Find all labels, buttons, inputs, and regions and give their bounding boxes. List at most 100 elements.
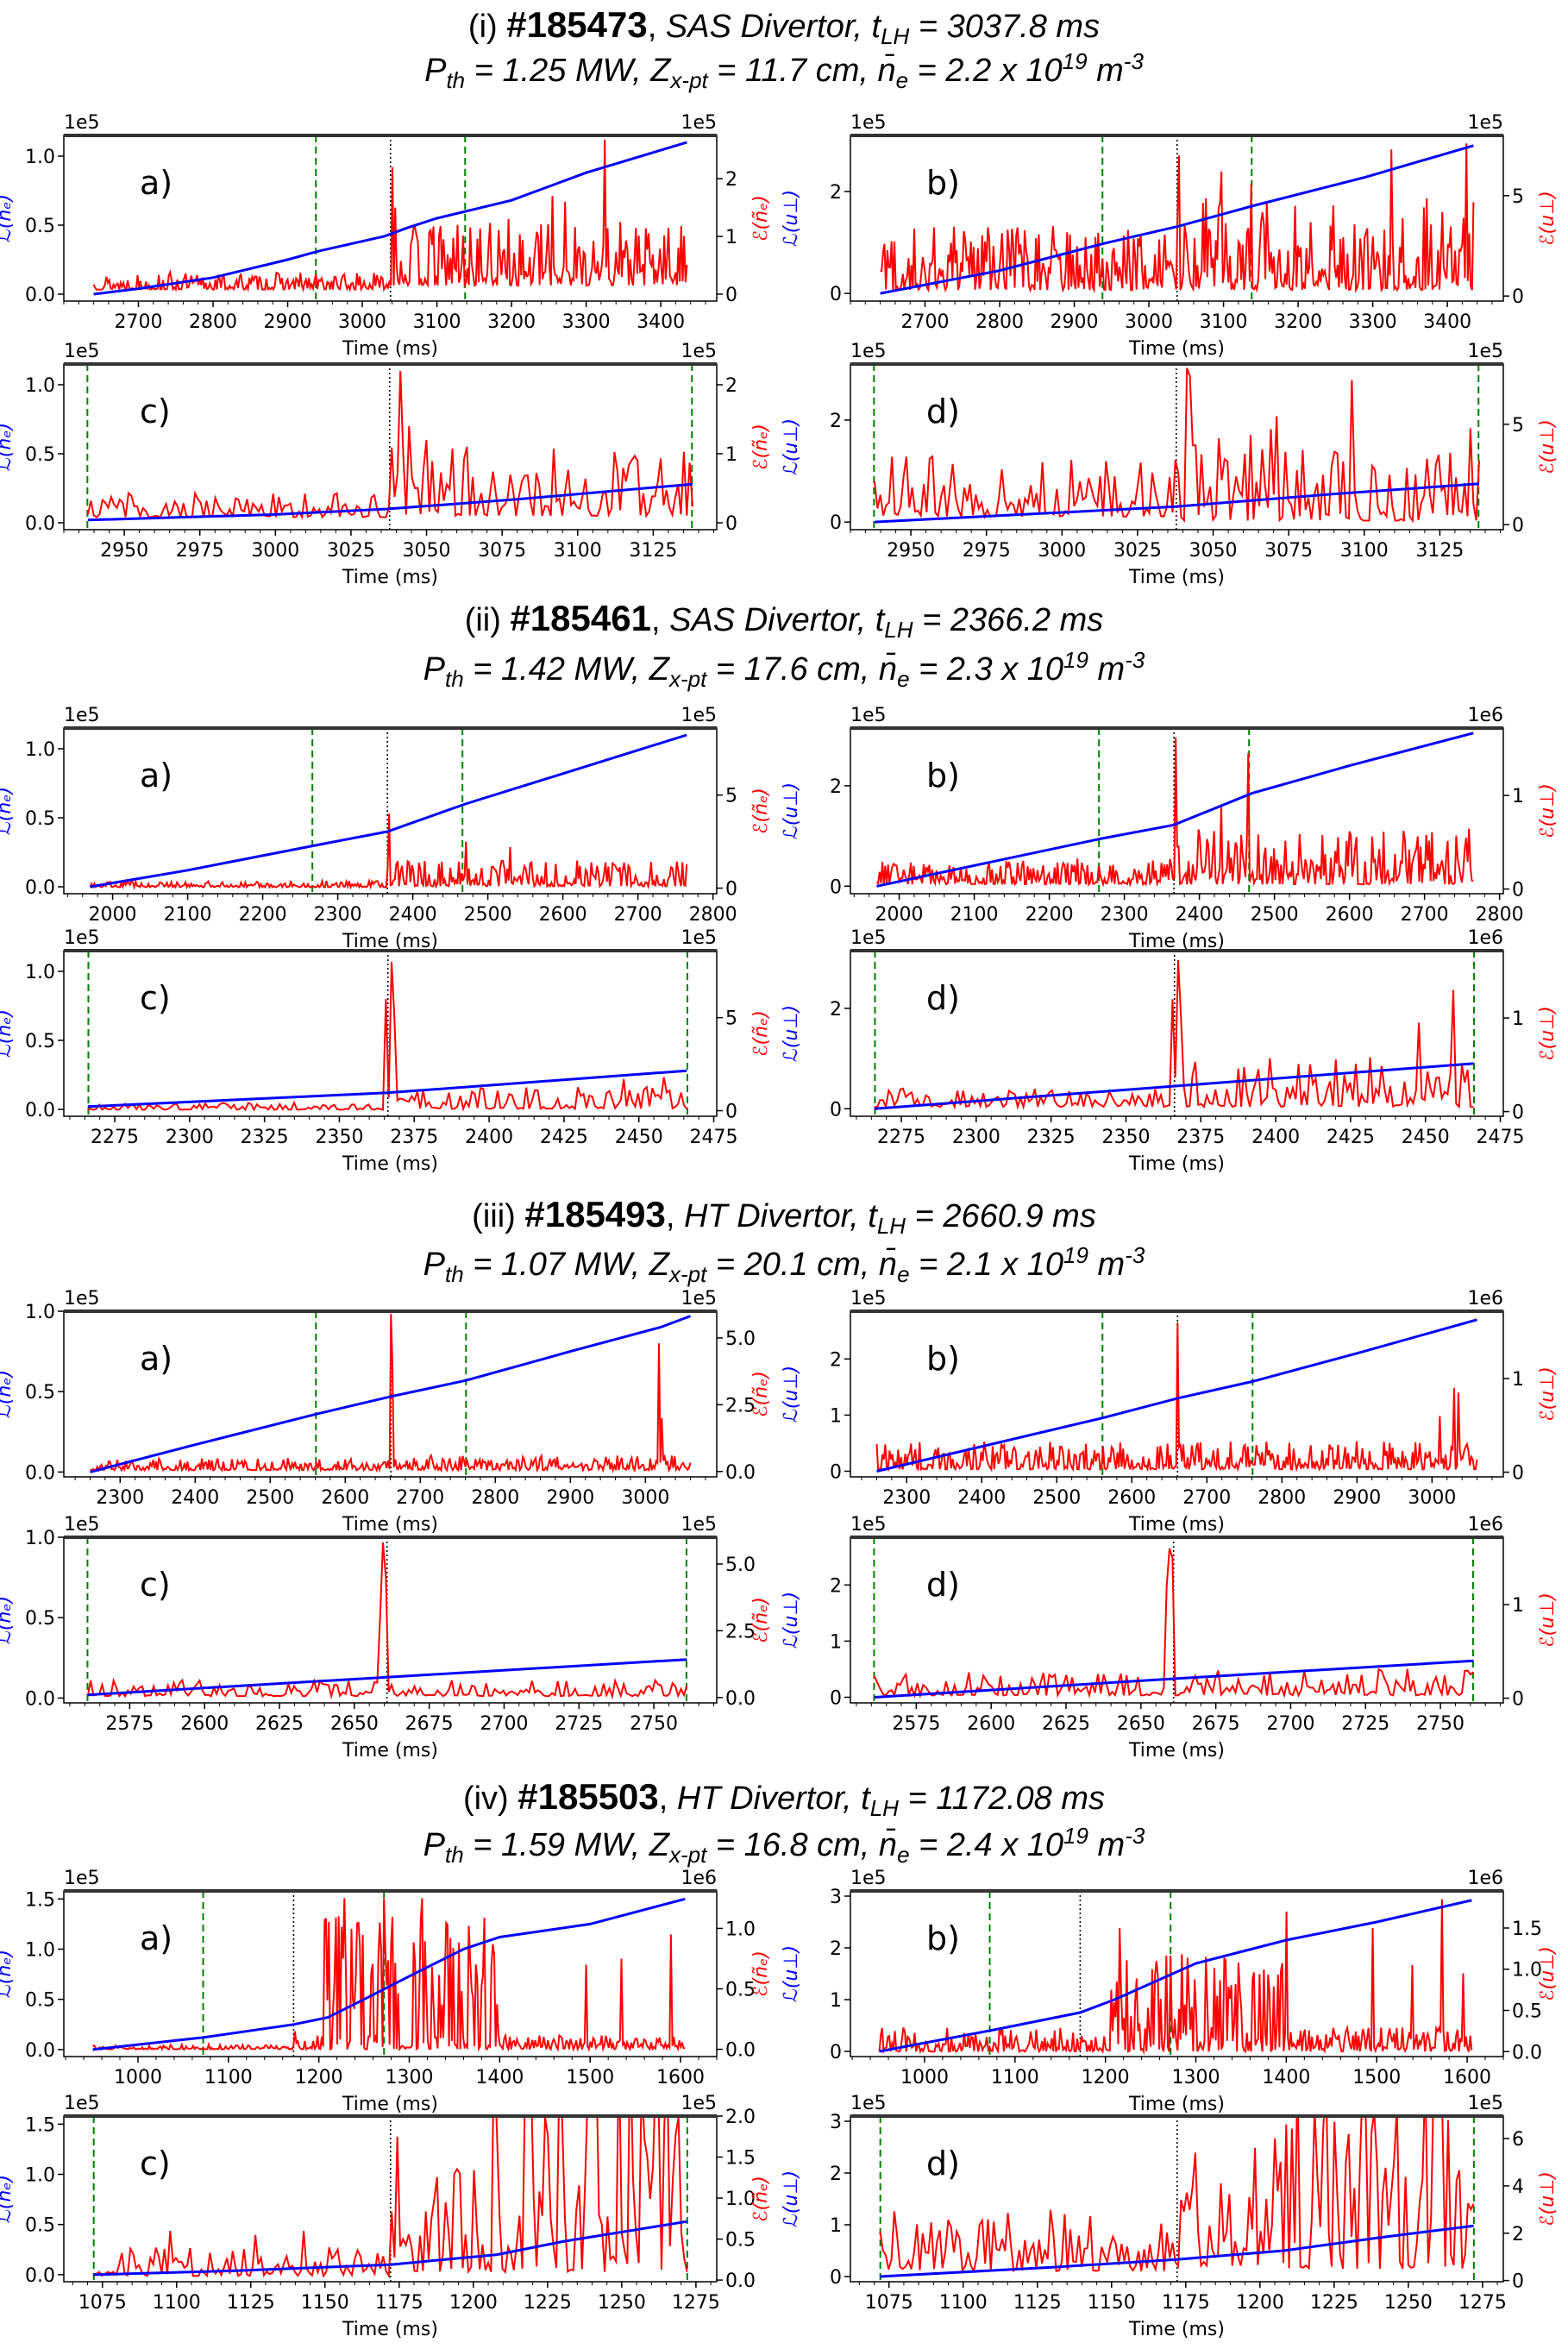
left-y-tick-label: 1.0	[25, 375, 55, 397]
x-tick-label: 3200	[487, 311, 536, 333]
section-i-heading: (i) #185473, SAS Divertor, tLH = 3037.8 …	[0, 4, 1568, 49]
x-tick-label: 2475	[690, 1127, 738, 1148]
x-tick-label: 1275	[1458, 2292, 1507, 2314]
shot-number: #185493	[524, 1194, 666, 1234]
right-axis-offset-label: 1e5	[681, 1514, 717, 1536]
x-tick-label: 1150	[1088, 2292, 1136, 2314]
left-y-tick-label: 0.5	[25, 808, 55, 830]
x-tick-label: 2200	[1025, 904, 1074, 926]
x-tick-label: 2275	[877, 1127, 925, 1148]
title-text: e	[897, 666, 910, 692]
x-tick-label: 2575	[105, 1713, 154, 1735]
blue-series-line	[874, 1659, 1474, 1699]
panel-letter: d)	[926, 2145, 960, 2183]
blue-series-line	[876, 1318, 1477, 1473]
right-y-tick-label: 1.5	[1512, 1919, 1542, 1940]
right-y-tick-label: 5	[1512, 186, 1524, 208]
panel-letter: c)	[140, 393, 171, 430]
x-tick-label: 2900	[1333, 1487, 1381, 1509]
right-axis-offset-label: 1e6	[1467, 1868, 1503, 1889]
right-y-tick-label: 0	[725, 879, 737, 901]
title-text: -3	[1123, 48, 1144, 74]
title-text: x-pt	[668, 1261, 707, 1287]
left-y-tick-label: 0	[830, 1687, 842, 1709]
right-axis-offset-label: 1e5	[681, 927, 717, 949]
left-y-axis-label: ℒ(u⊥)	[781, 1366, 802, 1423]
panel-ii-b: 2000 2100 2200 2300 2400 2500 2600 2700 2800 0 2 0 1…	[781, 705, 1559, 952]
left-y-tick-label: 0.0	[25, 1688, 55, 1710]
left-y-tick-label: 1	[830, 1990, 842, 2012]
left-y-tick-label: 0	[830, 1461, 842, 1483]
title-text: (i)	[467, 9, 507, 45]
x-tick-label: 3075	[1264, 540, 1313, 562]
x-tick-label: 3100	[1200, 311, 1248, 333]
plot-area	[92, 135, 688, 301]
x-tick-label: 2300	[166, 1127, 214, 1148]
right-y-tick-label: 0.5	[725, 1980, 756, 2001]
x-tick-label: 1125	[1013, 2292, 1062, 2314]
x-tick-label: 1200	[295, 2067, 343, 2088]
title-text: th	[446, 67, 466, 93]
left-y-tick-label: 1.0	[25, 1939, 55, 1961]
x-axis-label: Time (ms)	[342, 1740, 438, 1762]
shot-number: #185473	[506, 4, 648, 45]
right-y-tick-label: 2	[1512, 2224, 1524, 2245]
x-tick-label: 2500	[1032, 1487, 1081, 1509]
right-y-tick-label: 0.0	[1512, 2042, 1542, 2063]
right-y-tick-label: 1	[1512, 1595, 1524, 1617]
x-tick-label: 2425	[1327, 1127, 1375, 1148]
left-axis-offset-label: 1e5	[850, 341, 887, 362]
x-tick-label: 2300	[96, 1487, 144, 1509]
title-text: = 1.59 MW, Z	[463, 1827, 669, 1863]
right-y-tick-label: 0	[725, 513, 737, 535]
right-y-tick-label: 0.0	[725, 1688, 756, 1710]
x-tick-label: 2900	[264, 311, 312, 333]
title-text: = 2660.9 ms	[906, 1198, 1096, 1234]
right-axis-offset-label: 1e5	[681, 112, 717, 134]
panel-letter: d)	[926, 979, 960, 1017]
plot-area	[875, 728, 1474, 894]
left-y-tick-label: 1.5	[25, 2114, 55, 2136]
panel-i-b: 2700 2800 2900 3000 3100 3200 3300 3400 0 2 0 5 1e5 1…	[781, 112, 1559, 360]
title-text: LH	[881, 23, 910, 49]
right-y-tick-label: 1	[725, 227, 737, 248]
panel-letter: b)	[926, 1919, 960, 1957]
title-text: = 1172.08 ms	[898, 1781, 1106, 1817]
title-text: = 2366.2 ms	[913, 602, 1104, 638]
right-y-tick-label: 5.0	[725, 1328, 756, 1350]
left-y-tick-label: 0	[830, 2267, 842, 2289]
left-y-tick-label: 0.5	[25, 2215, 55, 2237]
right-y-tick-label: 5	[725, 1008, 737, 1030]
title-text: = 16.8 cm, n̄	[706, 1827, 898, 1863]
x-tick-label: 2275	[91, 1127, 139, 1148]
x-tick-label: 2975	[963, 540, 1011, 562]
right-y-tick-label: 1.0	[725, 2189, 756, 2210]
left-y-tick-label: 2	[830, 1938, 842, 1960]
x-tick-label: 2700	[614, 904, 662, 926]
x-tick-label: 2700	[396, 1487, 444, 1509]
right-y-tick-label: 4	[1512, 2176, 1524, 2198]
right-axis-offset-label: 1e6	[1467, 1288, 1503, 1310]
x-tick-label: 2600	[321, 1487, 369, 1509]
left-y-tick-label: 1	[830, 1405, 842, 1427]
x-tick-label: 3100	[554, 540, 602, 562]
x-tick-label: 2575	[892, 1713, 940, 1735]
title-text: th	[445, 666, 464, 692]
left-y-axis-label: ℒ(ñₑ)	[0, 2175, 16, 2223]
x-tick-label: 1400	[475, 2067, 524, 2088]
left-axis-offset-label: 1e5	[64, 2093, 100, 2114]
right-axis-offset-label: 1e5	[681, 1288, 717, 1310]
red-series-line	[874, 367, 1480, 524]
x-axis-label: Time (ms)	[342, 567, 438, 588]
red-series-line	[879, 2116, 1475, 2274]
x-tick-label: 1250	[598, 2292, 646, 2314]
right-y-tick-label: 6	[1512, 2129, 1524, 2151]
right-y-tick-label: 1	[1512, 786, 1524, 807]
x-tick-label: 3050	[1189, 540, 1238, 562]
left-axis-offset-label: 1e5	[850, 927, 887, 949]
panel-i-d: 2950 2975 3000 3025 3050 3075 3100 3125 0 2 0 5 1e5 1…	[781, 341, 1559, 588]
title-text: e	[897, 1842, 910, 1868]
title-text: = 2.2 x 10	[908, 53, 1063, 89]
left-axis-offset-label: 1e5	[64, 1514, 100, 1536]
blue-series-line	[880, 144, 1474, 295]
